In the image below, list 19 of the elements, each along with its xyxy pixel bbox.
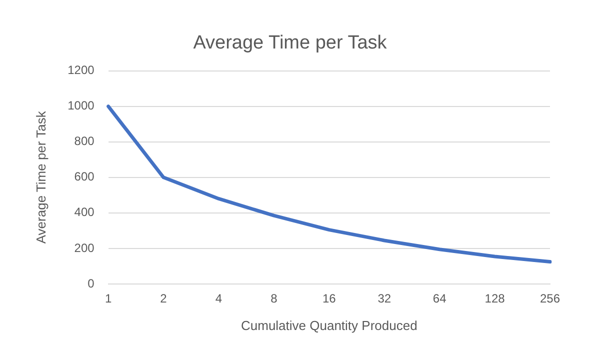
- chart-title: Average Time per Task: [193, 32, 388, 54]
- y-tick-label: 200: [74, 240, 95, 255]
- y-tick-label: 0: [88, 276, 95, 290]
- x-tick-label: 8: [270, 292, 278, 306]
- x-tick-label: 2: [160, 292, 168, 306]
- y-tick-label: 1200: [68, 63, 95, 78]
- x-tick-label: 16: [322, 292, 336, 306]
- x-tick-label: 128: [484, 292, 506, 306]
- y-tick-label: 600: [74, 170, 95, 184]
- x-tick-label: 64: [432, 292, 447, 306]
- x-axis-title: Cumulative Quantity Produced: [240, 318, 418, 333]
- x-tick-label: 1: [104, 292, 112, 306]
- x-tick-label: 32: [378, 292, 392, 306]
- x-tick-label: 4: [215, 292, 222, 306]
- y-tick-label: 1000: [68, 98, 95, 113]
- y-tick-label: 400: [74, 205, 95, 220]
- y-tick-label: 800: [74, 134, 95, 148]
- y-axis-title: Average Time per Task: [33, 110, 48, 244]
- x-tick-label: 256: [540, 292, 560, 306]
